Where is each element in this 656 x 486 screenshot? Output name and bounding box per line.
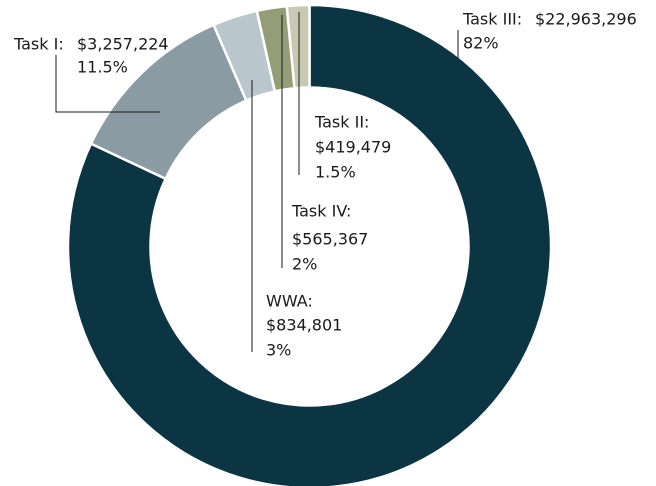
value-label: 82% [463,34,499,53]
value-label: 1.5% [315,163,356,182]
amount-label: $834,801 [266,316,342,335]
leader-line [55,55,160,113]
category-label: Task III: [462,10,522,29]
amount-label: $3,257,224 [77,35,169,54]
donut [66,3,553,486]
value-label: 11.5% [77,58,128,77]
category-label: WWA: [266,292,313,311]
category-label: Task IV: [291,202,351,221]
labels: Task III: $22,963,296 82% Task I: $3,257,224… [13,10,637,360]
amount-label: $565,367 [292,230,368,249]
amount-label: $419,479 [315,138,391,157]
amount-label: $22,963,296 [535,10,637,29]
donut-segment [66,3,553,486]
donut-segment [285,3,311,90]
category-label: Task I: [13,35,64,54]
value-label: 2% [292,255,317,274]
value-label: 3% [266,341,291,360]
category-label: Task II: [314,113,369,132]
